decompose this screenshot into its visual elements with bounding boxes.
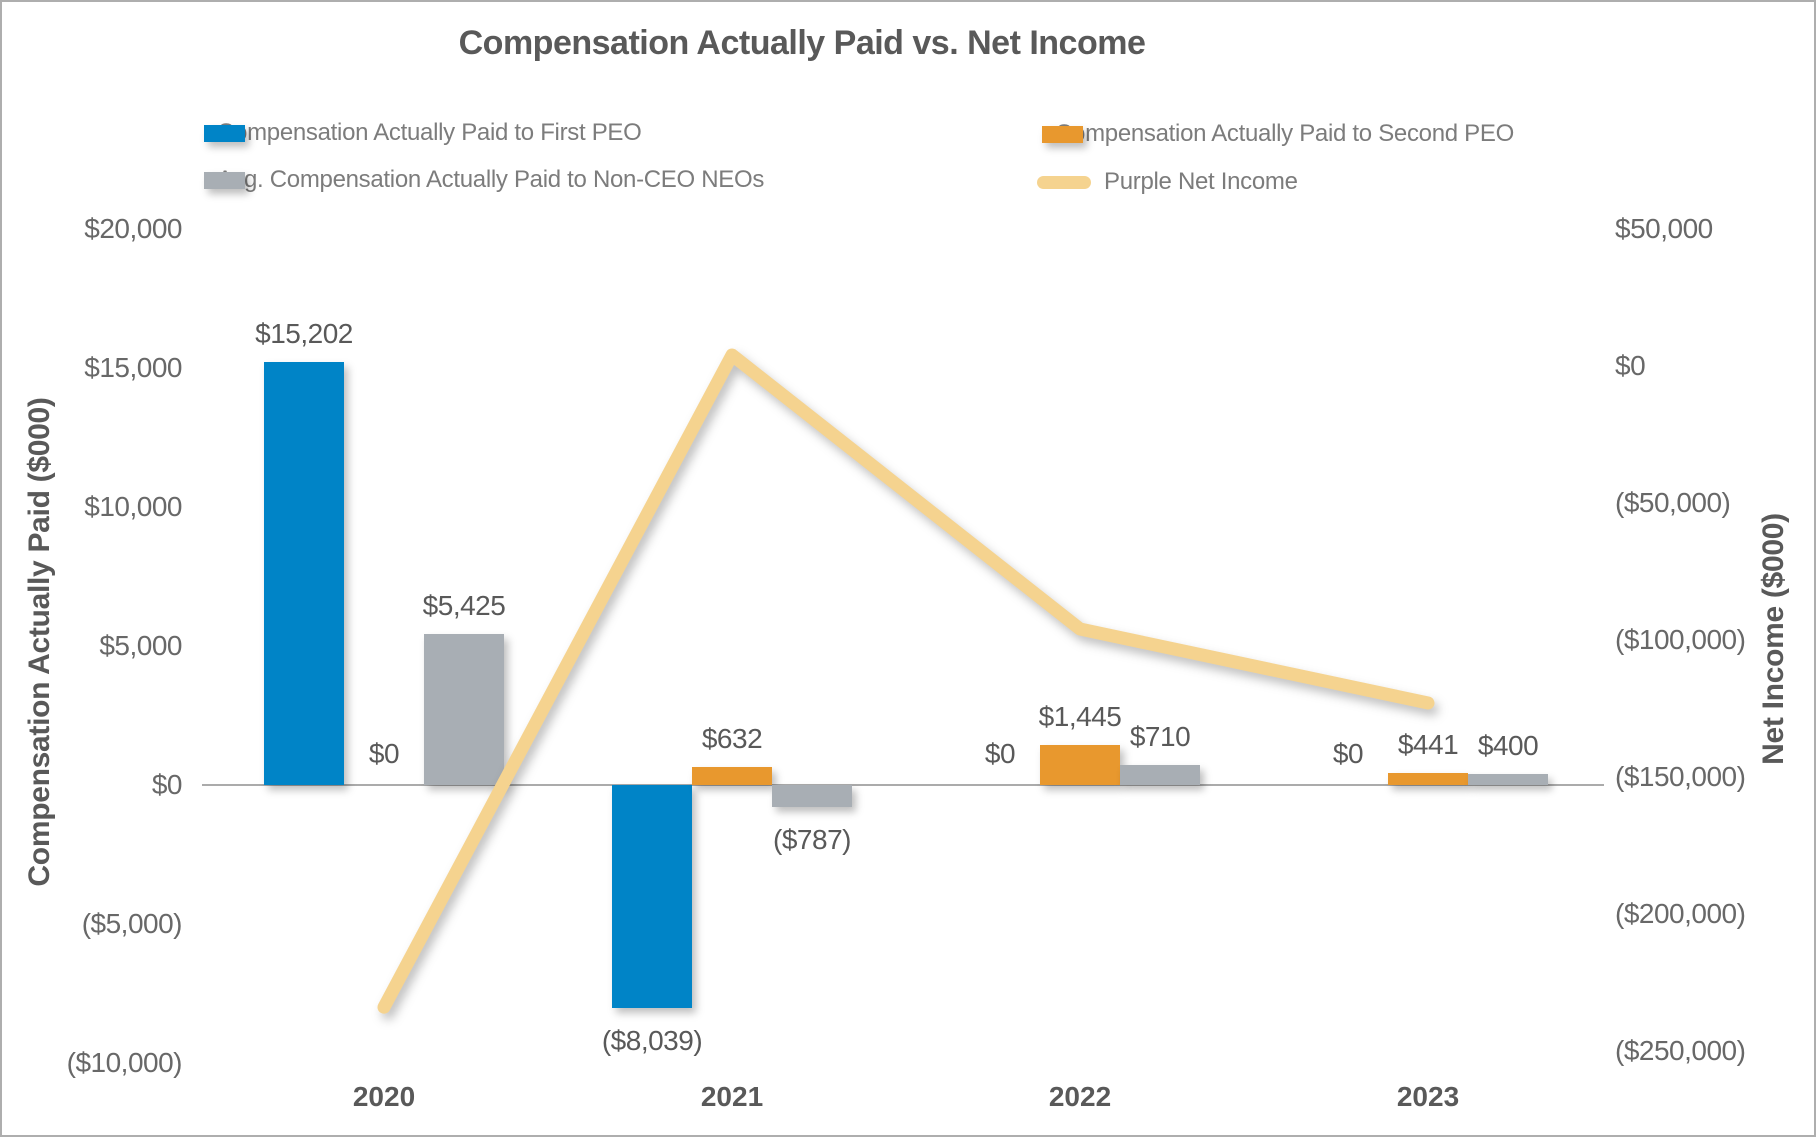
x-axis-label: 2020: [352, 1081, 416, 1112]
data-label: $15,202: [255, 318, 353, 350]
bar-first-peo-2021: [612, 785, 692, 1009]
legend-label: Purple Net Income: [1104, 168, 1298, 195]
legend-label: Compensation Actually Paid to First PEO: [217, 119, 642, 146]
legend-bar-swatch: [204, 124, 245, 142]
data-label: ($8,039): [601, 1025, 703, 1057]
legend-item: Compensation Actually Paid to Second PEO: [1042, 120, 1514, 148]
left-axis-tick: ($10,000): [66, 1047, 183, 1078]
right-axis-title: Net Income ($000): [1757, 513, 1790, 765]
bar-second-peo-2022: [1040, 744, 1120, 785]
legend-item: Purple Net Income: [1037, 168, 1298, 196]
right-axis-tick: $50,000: [1615, 213, 1713, 244]
right-axis-tick: ($100,000): [1615, 624, 1746, 655]
legend-item: Avg. Compensation Actually Paid to Non-C…: [204, 166, 764, 194]
right-axis-tick: ($150,000): [1615, 761, 1746, 792]
left-axis-tick: $15,000: [84, 352, 182, 383]
right-axis-tick: $0: [1615, 350, 1646, 381]
data-label: $400: [1477, 729, 1539, 761]
data-label: $710: [1129, 721, 1191, 753]
bar-neo-2023: [1468, 773, 1548, 785]
bar-neo-2022: [1120, 765, 1200, 785]
legend-item: Compensation Actually Paid to First PEO: [204, 119, 642, 147]
data-label: $632: [701, 723, 763, 755]
right-axis-tick: ($200,000): [1615, 898, 1746, 929]
chart-title: Compensation Actually Paid vs. Net Incom…: [458, 24, 1146, 62]
x-axis-label: 2023: [1396, 1081, 1460, 1112]
left-axis-tick: $5,000: [99, 630, 182, 661]
data-label: $441: [1397, 728, 1459, 760]
x-axis-label: 2021: [700, 1081, 764, 1112]
right-axis-tick: ($50,000): [1615, 487, 1731, 518]
net-income-line: [377, 348, 1435, 1014]
left-axis-tick: $20,000: [84, 213, 182, 244]
legend-bar-swatch: [204, 171, 245, 189]
left-axis-tick: ($5,000): [81, 908, 183, 939]
legend-bar-swatch: [1042, 125, 1083, 143]
left-axis-tick: $10,000: [84, 491, 182, 522]
data-label: $1,445: [1038, 700, 1122, 732]
bar-neo-2021: [772, 785, 852, 807]
bar-second-peo-2023: [1388, 772, 1468, 785]
legend-line-swatch: [1037, 175, 1091, 189]
bar-neo-2020: [424, 634, 504, 785]
data-label: ($787): [773, 823, 851, 855]
left-axis-tick: $0: [151, 769, 183, 800]
data-label: $0: [368, 738, 400, 769]
data-label: $0: [984, 738, 1016, 769]
x-axis-label: 2022: [1048, 1081, 1112, 1112]
legend-label: Compensation Actually Paid to Second PEO: [1055, 120, 1514, 147]
data-label: $5,425: [422, 590, 506, 622]
right-axis-tick: ($250,000): [1615, 1035, 1746, 1066]
data-label: $0: [1332, 738, 1364, 769]
bar-second-peo-2021: [692, 767, 772, 785]
legend-label: Avg. Compensation Actually Paid to Non-C…: [217, 166, 765, 193]
bar-first-peo-2020: [264, 362, 344, 785]
